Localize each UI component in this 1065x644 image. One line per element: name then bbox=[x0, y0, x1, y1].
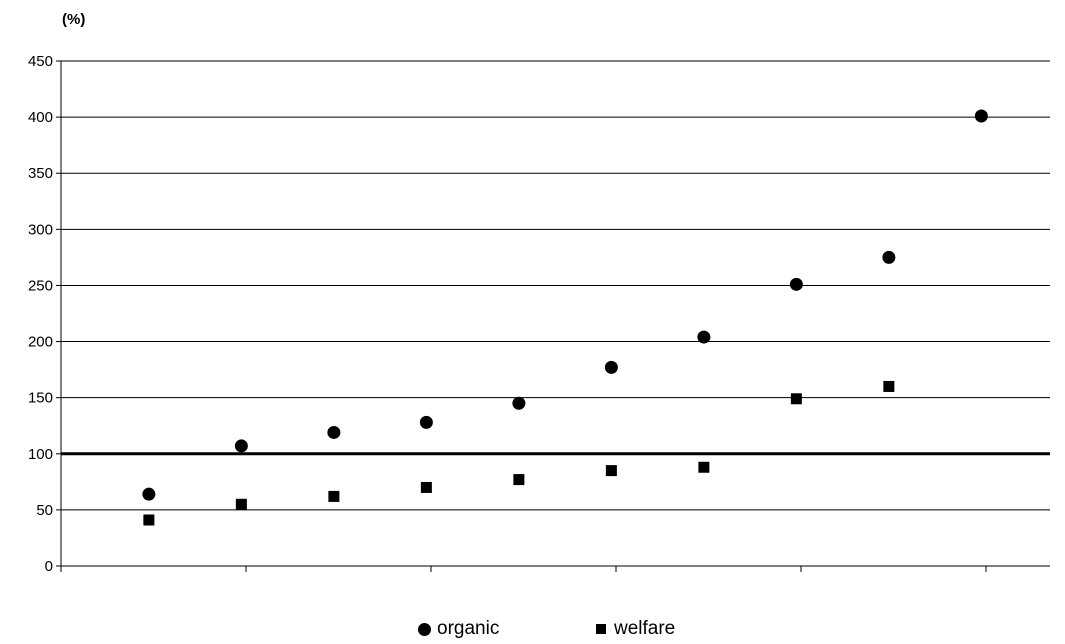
point-welfare-2 bbox=[235, 498, 247, 510]
point-organic-7 bbox=[697, 330, 711, 344]
point-organic-2 bbox=[234, 439, 248, 453]
y-tick-label-200: 200 bbox=[28, 334, 53, 351]
axes: 0 50 100 150 200 250 300 350 400 450 bbox=[28, 53, 1050, 575]
point-welfare-9 bbox=[883, 380, 895, 392]
point-organic-10 bbox=[974, 109, 988, 123]
scatter-plot: 0 50 100 150 200 250 300 350 400 450 (%) bbox=[28, 11, 1050, 575]
point-welfare-1 bbox=[143, 514, 155, 526]
y-tick-label-150: 150 bbox=[28, 390, 53, 407]
y-tick-label-50: 50 bbox=[36, 502, 53, 519]
circle-marker-icon bbox=[418, 622, 431, 636]
point-organic-6 bbox=[604, 360, 618, 374]
legend: organic welfare bbox=[0, 618, 1065, 644]
point-organic-8 bbox=[789, 277, 803, 291]
point-organic-3 bbox=[327, 425, 341, 439]
y-axis-label: (%) bbox=[62, 11, 85, 28]
point-welfare-8 bbox=[790, 393, 802, 405]
point-welfare-4 bbox=[420, 481, 432, 493]
point-welfare-5 bbox=[513, 474, 525, 486]
legend-item-organic: organic bbox=[418, 618, 499, 640]
gridlines bbox=[61, 60, 1050, 511]
point-welfare-3 bbox=[328, 490, 340, 502]
y-tick-label-450: 450 bbox=[28, 53, 53, 70]
y-tick-label-100: 100 bbox=[28, 446, 53, 463]
y-tick-label-0: 0 bbox=[45, 558, 53, 575]
point-organic-9 bbox=[882, 250, 896, 264]
point-organic-4 bbox=[419, 415, 433, 429]
legend-label-organic: organic bbox=[437, 618, 500, 639]
y-tick-label-250: 250 bbox=[28, 277, 53, 294]
point-welfare-7 bbox=[698, 461, 710, 473]
legend-item-welfare: welfare bbox=[596, 618, 675, 640]
legend-label-welfare: welfare bbox=[614, 618, 676, 639]
point-organic-5 bbox=[512, 396, 526, 410]
point-welfare-6 bbox=[605, 465, 617, 477]
data-points bbox=[142, 109, 988, 526]
y-tick-label-400: 400 bbox=[28, 109, 53, 126]
y-tick-label-350: 350 bbox=[28, 165, 53, 182]
point-organic-1 bbox=[142, 487, 156, 501]
y-tick-label-300: 300 bbox=[28, 221, 53, 238]
square-marker-icon bbox=[596, 624, 606, 634]
